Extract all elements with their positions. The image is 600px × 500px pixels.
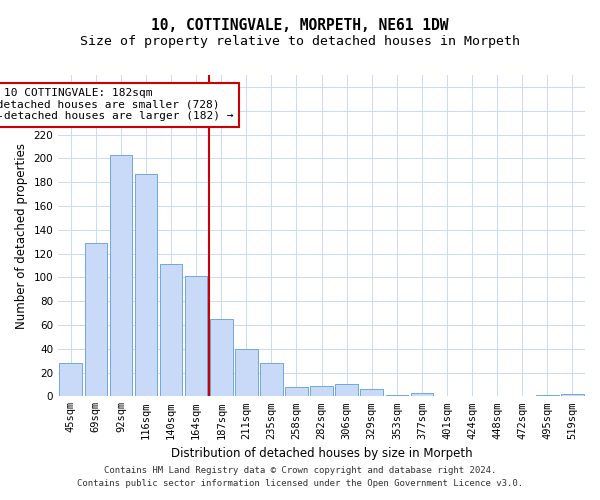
Bar: [235, 348, 257, 397]
Bar: [85, 243, 107, 396]
X-axis label: Distribution of detached houses by size in Morpeth: Distribution of detached houses by size …: [171, 447, 472, 460]
Y-axis label: Number of detached properties: Number of detached properties: [15, 142, 28, 328]
Bar: [160, 264, 182, 396]
Bar: [410, 392, 433, 396]
Bar: [185, 276, 208, 396]
Bar: [59, 363, 82, 396]
Bar: [210, 319, 233, 396]
Bar: [285, 387, 308, 396]
Bar: [134, 174, 157, 396]
Bar: [335, 384, 358, 396]
Text: 10, COTTINGVALE, MORPETH, NE61 1DW: 10, COTTINGVALE, MORPETH, NE61 1DW: [151, 18, 449, 32]
Bar: [536, 395, 559, 396]
Text: Size of property relative to detached houses in Morpeth: Size of property relative to detached ho…: [80, 35, 520, 48]
Bar: [310, 386, 333, 396]
Bar: [260, 363, 283, 396]
Bar: [361, 389, 383, 396]
Bar: [561, 394, 584, 396]
Text: 10 COTTINGVALE: 182sqm
← 79% of detached houses are smaller (728)
20% of semi-de: 10 COTTINGVALE: 182sqm ← 79% of detached…: [0, 88, 233, 122]
Bar: [386, 395, 408, 396]
Bar: [110, 154, 132, 396]
Text: Contains HM Land Registry data © Crown copyright and database right 2024.
Contai: Contains HM Land Registry data © Crown c…: [77, 466, 523, 487]
